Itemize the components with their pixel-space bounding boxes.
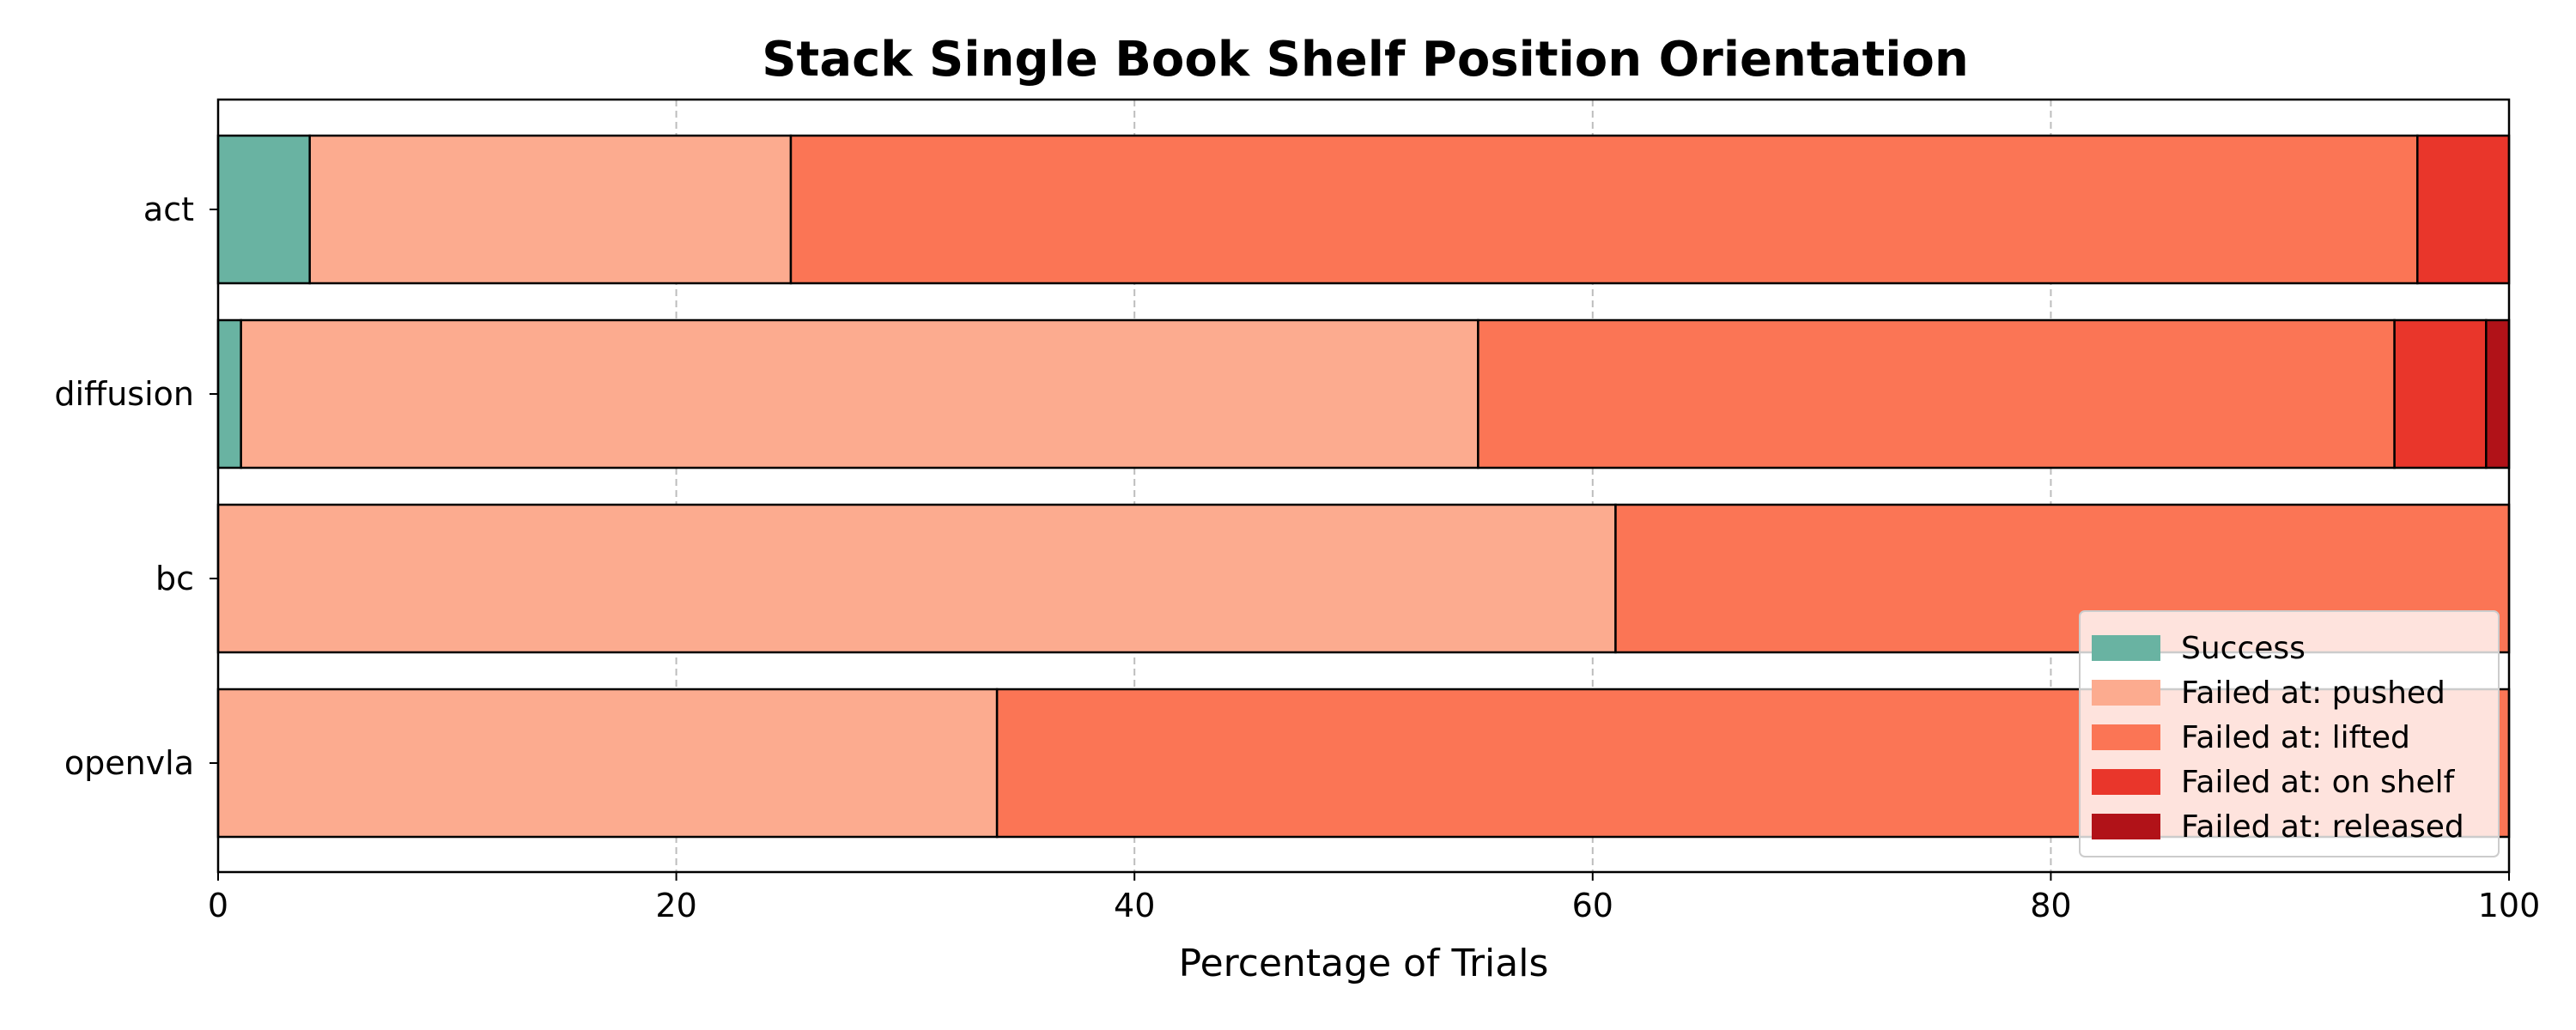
- x-axis-label: Percentage of Trials: [1179, 942, 1549, 985]
- chart-title: Stack Single Book Shelf Position Orienta…: [762, 32, 1969, 88]
- legend: Success Failed at: pushed Failed at: lifte…: [2079, 610, 2500, 857]
- legend-box: [2079, 610, 2500, 857]
- y-tick-label-1: diffusion: [54, 375, 194, 413]
- x-tick-label-3: 60: [1572, 887, 1613, 924]
- y-axis-ticks: act diffusion bc openvla: [54, 191, 218, 782]
- x-tick-label-5: 100: [2478, 887, 2541, 924]
- legend-swatch-0: [2092, 635, 2160, 661]
- bar-act-series-2: [789, 134, 2419, 285]
- bar-act-series-3: [2416, 134, 2511, 285]
- legend-swatch-2: [2092, 724, 2160, 750]
- bars: [216, 134, 2511, 839]
- legend-label-1: Failed at: pushed: [2181, 676, 2445, 711]
- bar-act-series-1: [308, 134, 793, 285]
- bar-diffusion-series-0: [216, 318, 242, 470]
- legend-label-3: Failed at: on shelf: [2181, 765, 2456, 800]
- y-tick-label-0: act: [143, 191, 194, 228]
- legend-swatch-3: [2092, 769, 2160, 795]
- legend-swatch-4: [2092, 814, 2160, 839]
- bar-diffusion-series-3: [2393, 318, 2488, 470]
- legend-label-4: Failed at: released: [2181, 809, 2464, 845]
- bar-diffusion-series-1: [240, 318, 1479, 470]
- bar-bc-series-1: [216, 503, 1617, 654]
- x-tick-label-1: 20: [655, 887, 696, 924]
- y-tick-label-3: openvla: [64, 744, 194, 782]
- legend-label-2: Failed at: lifted: [2181, 720, 2410, 755]
- y-tick-label-2: bc: [155, 560, 194, 597]
- x-axis-ticks: 0 20 40 60 80 100: [208, 872, 2540, 924]
- plot-area-frame: [216, 98, 2511, 874]
- bar-act-series-0: [216, 134, 311, 285]
- bar-diffusion-series-4: [2485, 318, 2511, 470]
- x-tick-label-4: 80: [2030, 887, 2071, 924]
- x-tick-label-2: 40: [1114, 887, 1155, 924]
- bar-openvla-series-1: [216, 688, 999, 839]
- x-tick-label-0: 0: [208, 887, 228, 924]
- legend-swatch-1: [2092, 680, 2160, 706]
- legend-label-0: Success: [2181, 631, 2306, 666]
- bar-diffusion-series-2: [1477, 318, 2396, 470]
